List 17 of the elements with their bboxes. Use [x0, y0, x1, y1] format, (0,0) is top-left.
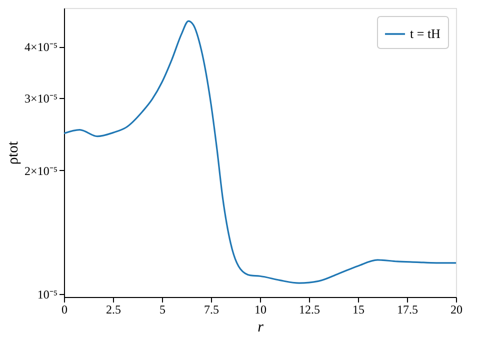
x-tick-label: 17.5 — [397, 302, 418, 316]
legend-label: t = tH — [410, 26, 440, 41]
y-tick-label: 3×10⁻⁵ — [24, 92, 58, 106]
x-axis-title: r — [258, 320, 264, 336]
x-tick-label: 12.5 — [299, 302, 320, 316]
line-series — [63, 20, 457, 284]
x-tick-label: 10 — [254, 302, 266, 316]
x-tick-label: 7.5 — [204, 302, 219, 316]
x-tick-label: 15 — [352, 302, 364, 316]
x-tick-label: 5 — [160, 302, 166, 316]
y-tick-label: 2×10⁻⁵ — [24, 164, 58, 178]
x-tick-label: 2.5 — [106, 302, 121, 316]
x-tick-label: 0 — [62, 302, 68, 316]
x-tick-label: 20 — [450, 302, 462, 316]
y-axis-title: ρtot — [6, 140, 22, 165]
y-tick-label: 10⁻⁵ — [37, 287, 58, 302]
y-tick-label: 4×10⁻⁵ — [24, 40, 58, 54]
